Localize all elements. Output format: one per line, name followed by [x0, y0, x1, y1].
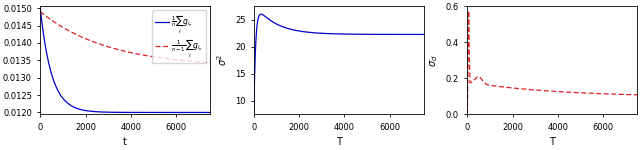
$\frac{1}{n}\sum_i g_{i_n}$ [100, 111, 108, 113]
Y-axis label: $\sigma^2$: $\sigma^2$ [216, 54, 229, 66]
Y-axis label: $\sigma_d$: $\sigma_d$ [428, 54, 440, 67]
$\frac{1}{n-1}\sum_i g_{i_n}$ [100, 45, 108, 46]
$\frac{1}{n}\sum_i g_{i_n}$ [36, 7, 44, 9]
X-axis label: t: t [123, 137, 127, 147]
Line: $\frac{1}{n}\sum_i g_{i_n}$: $\frac{1}{n}\sum_i g_{i_n}$ [40, 8, 210, 112]
$\frac{1}{n}\sum_i g_{i_n}$ [206, 112, 214, 113]
$\frac{1}{n}\sum_i g_{i_n}$ [146, 112, 154, 113]
$\frac{1}{n-1}\sum_i g_{i_n}$ [71, 33, 79, 35]
$\frac{1}{n-1}\sum_i g_{i_n}$ [170, 59, 178, 60]
Legend: $\frac{1}{n}\sum_i g_{i_n}$, $\frac{1}{n-1}\sum_i g_{i_n}$: $\frac{1}{n}\sum_i g_{i_n}$, $\frac{1}{n… [152, 10, 206, 63]
$\frac{1}{n}\sum_i g_{i_n}$ [205, 112, 213, 113]
$\frac{1}{n-1}\sum_i g_{i_n}$ [206, 62, 214, 64]
Line: $\frac{1}{n-1}\sum_i g_{i_n}$: $\frac{1}{n-1}\sum_i g_{i_n}$ [40, 12, 210, 63]
X-axis label: T: T [336, 137, 342, 147]
$\frac{1}{n}\sum_i g_{i_n}$ [71, 107, 79, 108]
$\frac{1}{n-1}\sum_i g_{i_n}$ [73, 34, 81, 36]
X-axis label: T: T [549, 137, 555, 147]
$\frac{1}{n-1}\sum_i g_{i_n}$ [205, 62, 213, 64]
$\frac{1}{n}\sum_i g_{i_n}$ [73, 107, 81, 109]
$\frac{1}{n-1}\sum_i g_{i_n}$ [36, 11, 44, 13]
$\frac{1}{n}\sum_i g_{i_n}$ [170, 112, 178, 113]
$\frac{1}{n-1}\sum_i g_{i_n}$ [146, 55, 154, 57]
